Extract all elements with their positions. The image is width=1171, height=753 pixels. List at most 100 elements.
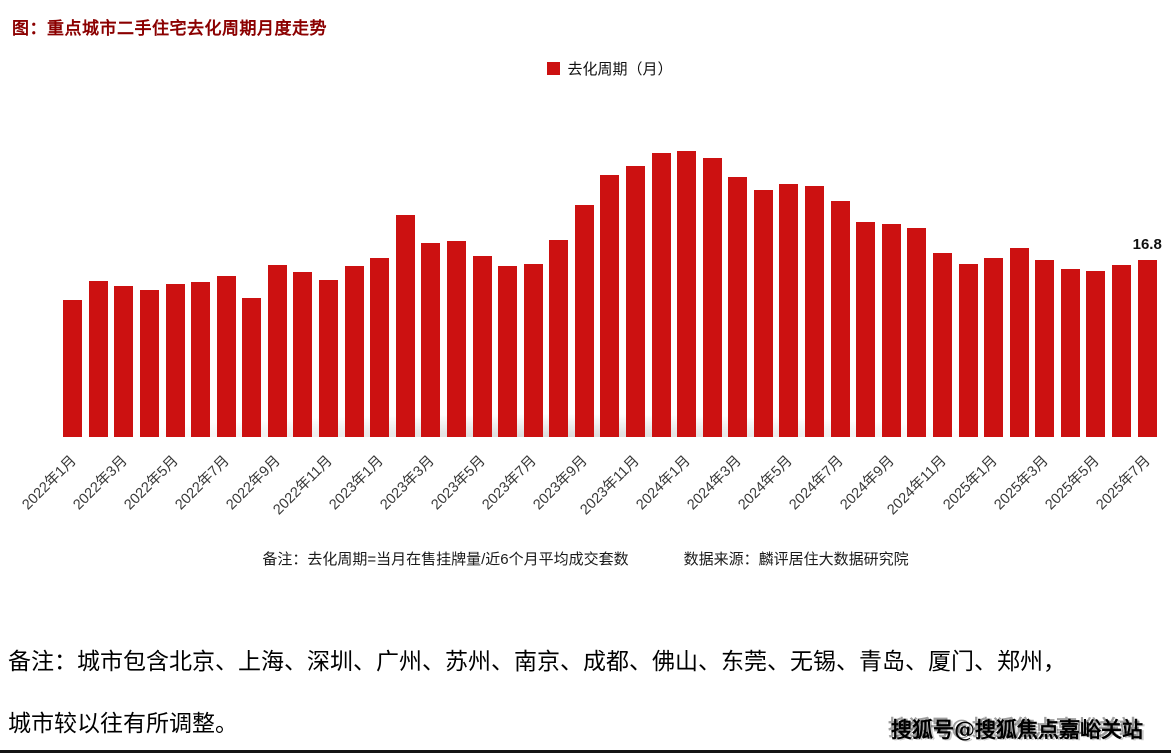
bar-slot [316, 92, 342, 437]
bar-2022年11月 [319, 280, 339, 437]
bar-2023年1月 [370, 258, 390, 437]
bar-slot [290, 92, 316, 437]
bar-slot [213, 92, 239, 437]
chart-legend: 去化周期（月） [60, 58, 1160, 78]
bar-slot [162, 92, 188, 437]
bar-2024年4月 [753, 190, 773, 437]
bar-2024年3月 [728, 177, 748, 437]
bar-slot [853, 92, 879, 437]
bar-slot [597, 92, 623, 437]
bar-slot [188, 92, 214, 437]
bar-2022年2月 [88, 281, 108, 437]
bar-2023年7月 [523, 264, 543, 437]
bar-2025年7月 [1137, 260, 1157, 437]
article-note-line2: 城市较以往有所调整。 [8, 711, 238, 737]
bar-2023年5月 [472, 256, 492, 437]
bar-2024年12月 [958, 264, 978, 437]
bar-slot [469, 92, 495, 437]
bar-2024年2月 [702, 158, 722, 437]
bar-slot [648, 92, 674, 437]
bar-2023年2月 [395, 215, 415, 437]
bar-2023年12月 [651, 153, 671, 437]
bar-2022年5月 [165, 284, 185, 437]
bar-2024年9月 [881, 224, 901, 437]
bar-slot [674, 92, 700, 437]
bar-slot [1058, 92, 1084, 437]
bar-slot [1032, 92, 1058, 437]
bar-2022年10月 [293, 272, 313, 437]
bar-2025年1月 [984, 258, 1004, 437]
bar-2025年4月 [1060, 269, 1080, 437]
bar-2025年6月 [1111, 265, 1131, 437]
bar-slot [1134, 92, 1160, 437]
bar-slot [546, 92, 572, 437]
bar-slot [60, 92, 86, 437]
bottom-divider [0, 750, 1171, 753]
x-axis-tick-labels: 2022年1月 2022年3月 2022年5月 2022年7月 2022年9月 2022年… [19, 437, 1160, 537]
footnote-source: 数据来源：麟评居住大数据研究院 [683, 551, 909, 568]
bar-slot [239, 92, 265, 437]
bar-slot [572, 92, 598, 437]
bar-2024年10月 [907, 228, 927, 437]
chart-footnote: 备注：去化周期=当月在售挂牌量/近6个月平均成交套数 数据来源：麟评居住大数据研… [0, 548, 1171, 569]
bar-2022年12月 [344, 266, 364, 437]
bar-2022年9月 [267, 265, 287, 437]
bar-2023年10月 [600, 175, 620, 437]
bar-slot [751, 92, 777, 437]
bar-slot [495, 92, 521, 437]
bar-slot [520, 92, 546, 437]
bar-slot [1006, 92, 1032, 437]
bar-slot [776, 92, 802, 437]
bar-2022年1月 [63, 300, 83, 437]
bar-2022年3月 [114, 286, 134, 437]
bar-2024年6月 [805, 186, 825, 437]
bar-slot [904, 92, 930, 437]
bar-slot [137, 92, 163, 437]
legend-color-swatch [547, 61, 561, 75]
bar-chart: 去化周期（月） 16.8 2022年1月 2022年3月 2022年5月 2022年7… [19, 58, 1162, 537]
bar-2023年9月 [574, 205, 594, 437]
bar-2024年11月 [932, 253, 952, 437]
legend-label: 去化周期（月） [567, 60, 673, 78]
bar-slot [111, 92, 137, 437]
bar-slot [367, 92, 393, 437]
sohu-watermark: 搜狐号@搜狐焦点嘉峪关站 [891, 717, 1143, 742]
bar-2022年4月 [140, 290, 160, 437]
bar-2025年3月 [1035, 260, 1055, 437]
bar-2025年2月 [1009, 248, 1029, 437]
bar-2024年7月 [830, 201, 850, 437]
bar-2023年3月 [421, 243, 441, 437]
bar-slot [1083, 92, 1109, 437]
bar-2022年6月 [191, 282, 211, 437]
bar-slot [725, 92, 751, 437]
bar-slot [341, 92, 367, 437]
chart-title: 图：重点城市二手住宅去化周期月度走势 [12, 19, 327, 38]
bar-2024年1月 [677, 151, 697, 437]
bar-slot [699, 92, 725, 437]
bar-slot [265, 92, 291, 437]
bar-2023年4月 [446, 241, 466, 437]
bar-2022年8月 [242, 298, 262, 437]
bar-slot [1109, 92, 1135, 437]
bar-slot [981, 92, 1007, 437]
bar-slot [827, 92, 853, 437]
bar-slot [930, 92, 956, 437]
bar-slot [393, 92, 419, 437]
article-note: 备注：城市包含北京、上海、深圳、广州、苏州、南京、成都、佛山、东莞、无锡、青岛、… [8, 631, 1066, 753]
bar-2025年5月 [1086, 271, 1106, 437]
bar-2024年8月 [856, 222, 876, 437]
plot-area: 16.8 [60, 92, 1162, 437]
bar-slot [879, 92, 905, 437]
bar-slot [623, 92, 649, 437]
footnote-note: 备注：去化周期=当月在售挂牌量/近6个月平均成交套数 [262, 551, 629, 568]
bar-slot [444, 92, 470, 437]
bar-slot [955, 92, 981, 437]
bar-2024年5月 [779, 184, 799, 437]
bar-2023年6月 [498, 266, 518, 437]
bar-slot [418, 92, 444, 437]
bar-value-label: 16.8 [1132, 235, 1162, 253]
article-note-line1: 备注：城市包含北京、上海、深圳、广州、苏州、南京、成都、佛山、东莞、无锡、青岛、… [8, 649, 1066, 675]
bar-2023年8月 [549, 240, 569, 437]
bar-slot [802, 92, 828, 437]
